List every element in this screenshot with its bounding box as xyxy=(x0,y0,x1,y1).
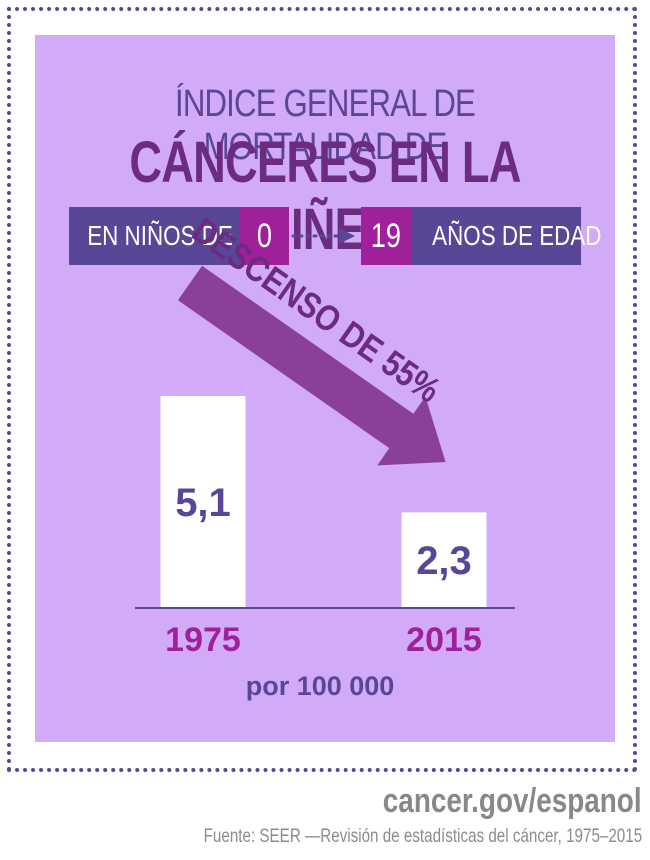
bar-value-label: 5,1 xyxy=(175,481,231,525)
category-label-1975: 1975 xyxy=(165,621,241,659)
age-band-suffix-text: AÑOS DE EDAD xyxy=(432,220,602,251)
age-band-prefix: EN NIÑOS DE xyxy=(69,207,239,265)
age-from-badge: 0 xyxy=(239,207,289,265)
age-from-text: 0 xyxy=(256,217,272,255)
age-to-text: 19 xyxy=(370,217,402,255)
dotted-arrow-icon xyxy=(291,228,355,244)
age-band-prefix-text: EN NIÑOS DE xyxy=(87,220,233,251)
bar-chart: DESCENSO DE 55% 5,12,3 1975 2015 por 100 … xyxy=(135,211,515,701)
age-to-badge: 19 xyxy=(361,207,411,265)
unit-label: por 100 000 xyxy=(246,671,395,701)
bar-1975 xyxy=(160,396,246,608)
infographic-panel: ÍNDICE GENERAL DE MORTALIDAD DE CÁNCERES… xyxy=(35,35,615,742)
footer-source: Fuente: SEER —Revisión de estadísticas d… xyxy=(203,826,642,847)
title-line-1: ÍNDICE GENERAL DE MORTALIDAD DE xyxy=(174,83,476,168)
bar-2015 xyxy=(401,512,487,608)
footer-site: cancer.gov/espanol xyxy=(383,782,642,820)
bar-value-label: 2,3 xyxy=(416,539,472,583)
category-label-2015: 2015 xyxy=(406,621,482,659)
age-band-suffix: AÑOS DE EDAD xyxy=(411,207,601,265)
decline-arrow-icon xyxy=(177,265,446,466)
dotted-border xyxy=(7,7,637,772)
